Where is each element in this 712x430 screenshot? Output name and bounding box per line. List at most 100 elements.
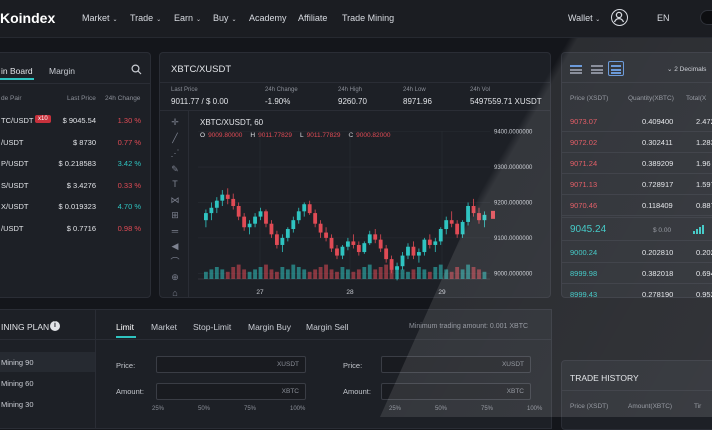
market-row[interactable]: P/USDT $ 0.218583 3.42 % bbox=[0, 153, 150, 173]
last-price: $ 3.4276 bbox=[66, 180, 96, 190]
text-tool-icon[interactable]: T bbox=[172, 179, 178, 189]
mid-price: 9045.24 bbox=[570, 224, 607, 235]
menu-item-market[interactable]: Market ⌄ bbox=[82, 13, 118, 23]
active-tab-indicator bbox=[0, 78, 34, 80]
measure-icon[interactable]: ⊞ bbox=[171, 210, 179, 220]
candle-body bbox=[455, 223, 460, 235]
percent-option[interactable]: 50% bbox=[435, 406, 448, 412]
tab-coin-board[interactable]: in Board bbox=[1, 66, 33, 76]
percent-option[interactable]: 100% bbox=[290, 406, 306, 412]
menu-item-label: Trade bbox=[130, 13, 154, 23]
bids-row[interactable]: 8999.98 0.382018 0.694 bbox=[562, 263, 712, 284]
user-avatar-icon[interactable] bbox=[611, 9, 628, 26]
theme-toggle[interactable] bbox=[700, 10, 712, 25]
lock-icon[interactable]: ⌂ bbox=[172, 287, 178, 298]
plan-item[interactable]: Mining 60 bbox=[0, 373, 95, 393]
percent-option[interactable]: 50% bbox=[198, 406, 211, 412]
asks-row[interactable]: 9073.07 0.409400 2.472 bbox=[562, 111, 712, 132]
col-header-price: Price (XSDT) bbox=[570, 403, 609, 410]
percent-option[interactable]: 75% bbox=[244, 406, 257, 412]
orderbook-asks-view-icon[interactable] bbox=[608, 61, 624, 76]
info-icon[interactable]: i bbox=[50, 321, 60, 331]
market-board-panel: in Board Margin de Pair Last Price 24h C… bbox=[0, 52, 151, 298]
menu-item-buy[interactable]: Buy ⌄ bbox=[213, 13, 237, 23]
brand-logo[interactable]: Koindex bbox=[0, 10, 56, 26]
market-row[interactable]: X/USDT $ 0.019323 4.70 % bbox=[0, 196, 150, 216]
zoom-icon[interactable]: ⊕ bbox=[171, 272, 179, 282]
chevron-down-icon: ⌄ bbox=[667, 66, 673, 73]
volume-bar bbox=[417, 267, 421, 279]
candle-body bbox=[242, 216, 247, 228]
wallet-menu[interactable]: Wallet ⌄ bbox=[568, 13, 600, 23]
magnet-icon[interactable]: ⌒ bbox=[170, 256, 180, 267]
back-arrow-icon[interactable]: ◀ bbox=[171, 241, 179, 251]
volume-bar bbox=[367, 264, 372, 279]
line-tool-icon[interactable]: ╱ bbox=[172, 132, 178, 143]
order-total: 0.952 bbox=[696, 290, 712, 298]
tab-limit[interactable]: Limit bbox=[116, 322, 134, 332]
divider bbox=[96, 339, 551, 340]
percent-option[interactable]: 75% bbox=[481, 406, 494, 412]
asks-row[interactable]: 9071.24 0.389209 1.96 bbox=[562, 153, 712, 174]
percent-option[interactable]: 25% bbox=[389, 406, 402, 412]
brush-icon[interactable]: ✎ bbox=[171, 163, 179, 174]
asks-row[interactable]: 9072.02 0.302411 1.283 bbox=[562, 132, 712, 153]
tab-margin[interactable]: Margin bbox=[49, 66, 75, 76]
tab-market[interactable]: Market bbox=[151, 322, 177, 332]
market-row[interactable]: /USDT $ 8730 0.77 % bbox=[0, 132, 150, 152]
divider bbox=[562, 82, 712, 83]
menu-item-trade[interactable]: Trade ⌄ bbox=[130, 13, 161, 23]
volume-bar bbox=[378, 267, 383, 279]
search-icon[interactable] bbox=[131, 64, 142, 75]
menu-item-earn[interactable]: Earn ⌄ bbox=[174, 13, 201, 23]
ruler-icon[interactable]: ═ bbox=[171, 225, 179, 236]
market-row[interactable]: S/USDT $ 3.4276 0.33 % bbox=[0, 175, 150, 195]
order-price: 8999.98 bbox=[570, 269, 598, 278]
plan-item-label: Mining 60 bbox=[1, 379, 34, 388]
menu-item-academy[interactable]: Academy bbox=[249, 13, 287, 23]
decimals-selector[interactable]: ⌄ 2 Decimals bbox=[667, 65, 706, 73]
crosshair-icon[interactable]: ✛ bbox=[171, 117, 179, 127]
candle-body bbox=[384, 248, 389, 260]
plan-item-label: Mining 90 bbox=[1, 358, 34, 367]
plan-item[interactable]: Mining 30 bbox=[0, 394, 95, 414]
market-row[interactable]: TC/USDT x10 $ 9045.54 1.30 % bbox=[0, 110, 150, 130]
candle-body bbox=[258, 211, 263, 217]
bids-row[interactable]: 9000.24 0.202810 0.202 bbox=[562, 242, 712, 263]
pitchfork-icon[interactable]: ⋰ bbox=[170, 148, 180, 158]
tab-margin-sell[interactable]: Margin Sell bbox=[306, 322, 349, 332]
candle-body bbox=[460, 221, 465, 235]
language-selector[interactable]: EN bbox=[657, 13, 670, 23]
volume-bar bbox=[444, 269, 449, 279]
orderbook-both-view-icon[interactable] bbox=[570, 64, 582, 74]
divider bbox=[160, 110, 550, 111]
wallet-label: Wallet bbox=[568, 13, 593, 23]
asks-row[interactable]: 9070.46 0.118409 0.887 bbox=[562, 195, 712, 216]
asks-row[interactable]: 9071.13 0.728917 1.597 bbox=[562, 174, 712, 195]
market-row[interactable]: /USDT $ 0.7716 0.98 % bbox=[0, 218, 150, 238]
pattern-icon[interactable]: ⋈ bbox=[170, 194, 180, 205]
percent-option[interactable]: 25% bbox=[152, 406, 165, 412]
bids-row[interactable]: 8999.43 0.278190 0.952 bbox=[562, 284, 712, 298]
sell-amount-input[interactable]: XBTC bbox=[381, 383, 531, 400]
x-tick-label: 29 bbox=[438, 289, 446, 296]
plan-item[interactable]: Mining 90 bbox=[0, 352, 95, 372]
buy-amount-input[interactable]: XBTC bbox=[156, 383, 306, 400]
tab-margin-buy[interactable]: Margin Buy bbox=[248, 322, 291, 332]
candle-body bbox=[335, 248, 339, 256]
menu-item-label: Trade Mining bbox=[342, 13, 395, 23]
buy-price-input[interactable]: XUSDT bbox=[156, 356, 306, 373]
candle-body bbox=[427, 239, 432, 245]
sell-price-input[interactable]: XUSDT bbox=[381, 356, 531, 373]
tab-stop-limit[interactable]: Stop-Limit bbox=[193, 322, 232, 332]
orderbook-bids-view-icon[interactable] bbox=[591, 64, 603, 74]
col-header-time: Tir bbox=[694, 403, 702, 410]
volume-bar bbox=[471, 267, 476, 279]
y-tick-label: 9300.0000000 bbox=[494, 165, 533, 171]
menu-item-affiliate[interactable]: Affiliate bbox=[298, 13, 327, 23]
percent-option[interactable]: 100% bbox=[527, 406, 543, 412]
chevron-down-icon: ⌄ bbox=[231, 17, 237, 23]
menu-item-label: Buy bbox=[213, 13, 229, 23]
candlestick-chart[interactable]: 9400.0000000 9300.0000000 9200.0000000 9100… bbox=[190, 111, 551, 298]
menu-item-trade-mining[interactable]: Trade Mining bbox=[342, 13, 394, 23]
